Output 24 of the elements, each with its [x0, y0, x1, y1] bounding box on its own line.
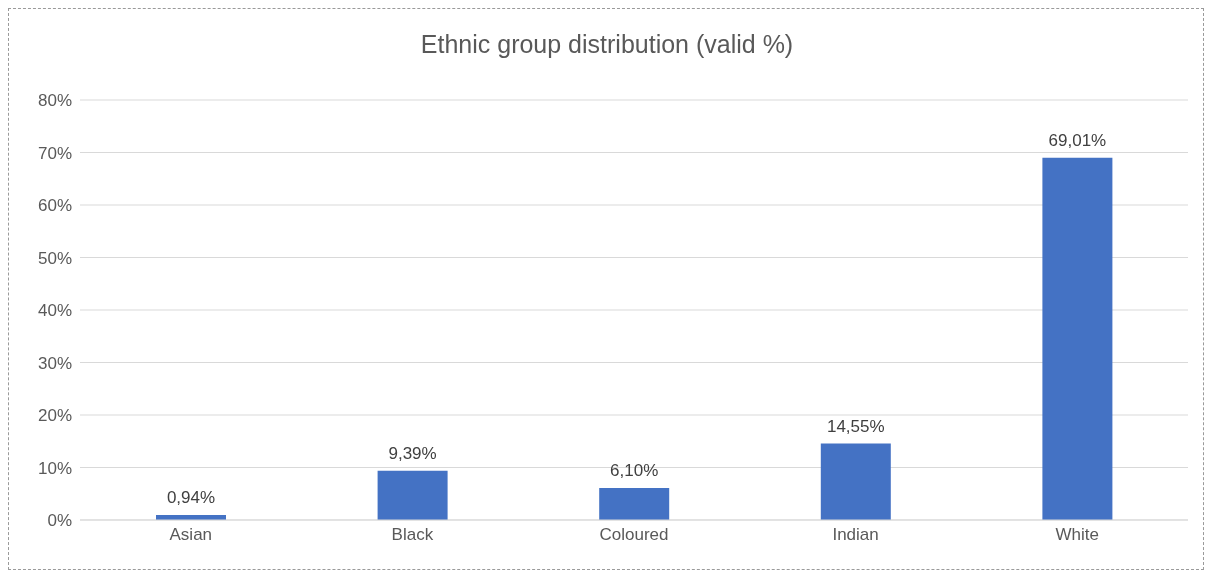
chart-title: Ethnic group distribution (valid %) — [419, 30, 795, 59]
bar — [820, 443, 891, 520]
y-tick-label: 70% — [37, 143, 72, 163]
data-label: 6,10% — [610, 460, 659, 480]
data-label: 14,55% — [826, 416, 885, 436]
y-tick-label: 50% — [37, 248, 72, 268]
y-tick-label: 10% — [37, 458, 72, 478]
data-label: 69,01% — [1048, 130, 1107, 150]
x-tick-label: White — [1055, 525, 1099, 545]
x-tick-label: Coloured — [599, 525, 669, 545]
x-tick-label: Black — [391, 525, 434, 545]
y-tick-label: 0% — [47, 511, 72, 531]
y-tick-label: 80% — [37, 91, 72, 111]
x-tick-label: Asian — [169, 525, 213, 545]
data-label: 9,39% — [388, 443, 437, 463]
x-tick-label: Indian — [832, 525, 879, 545]
bar — [377, 470, 448, 520]
bar — [1042, 157, 1113, 520]
bar — [599, 487, 670, 520]
data-label: 0,94% — [166, 488, 216, 508]
y-tick-label: 60% — [37, 196, 72, 216]
y-tick-label: 20% — [37, 406, 72, 426]
y-tick-label: 30% — [37, 353, 72, 373]
y-tick-label: 40% — [37, 301, 72, 321]
